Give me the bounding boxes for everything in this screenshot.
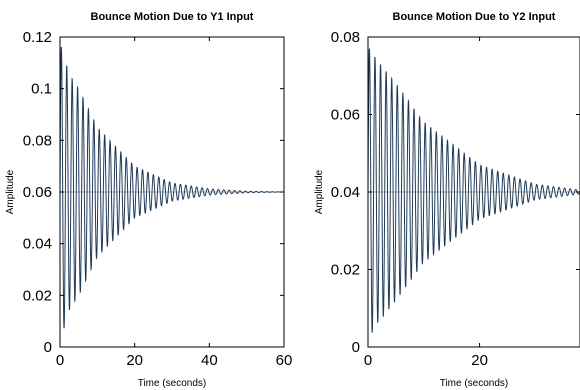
y-tick-label: 0.02 (23, 287, 52, 304)
y-tick-label: 0 (352, 339, 360, 356)
left-chart: Bounce Motion Due to Y1 Input 0 20 40 60 0 0.0… (5, 11, 292, 389)
x-axis-label: Time (seconds) (440, 378, 509, 389)
x-tick-label: 0 (56, 352, 64, 369)
y-tick-label: 0 (44, 339, 52, 356)
x-tick-label: 0 (364, 352, 372, 369)
y-tick-label: 0.08 (331, 29, 360, 46)
y-tick-label: 0.02 (331, 262, 360, 279)
y-tick-label: 0.04 (23, 236, 52, 253)
y-axis-label: Amplitude (314, 169, 325, 214)
x-tick-label: 40 (201, 352, 218, 369)
chart-title: Bounce Motion Due to Y2 Input (393, 11, 556, 23)
y-tick-label: 0.06 (331, 107, 360, 124)
y-tick-label: 0.06 (23, 184, 52, 201)
y-tick-label: 0.08 (23, 132, 52, 149)
x-tick-label: 20 (471, 352, 488, 369)
series-line (59, 47, 284, 329)
y-tick-label: 0.1 (31, 81, 52, 98)
chart-title: Bounce Motion Due to Y1 Input (91, 11, 254, 23)
x-tick-label: 60 (276, 352, 293, 369)
y-axis-label: Amplitude (5, 169, 16, 214)
x-tick-label: 20 (126, 352, 143, 369)
right-chart: Bounce Motion Due to Y2 Input 0 20 0 0.02 0.0… (314, 11, 580, 389)
x-axis-label: Time (seconds) (138, 378, 207, 389)
y-tick-label: 0.04 (331, 184, 360, 201)
y-tick-label: 0.12 (23, 29, 52, 46)
series-line (367, 48, 580, 333)
